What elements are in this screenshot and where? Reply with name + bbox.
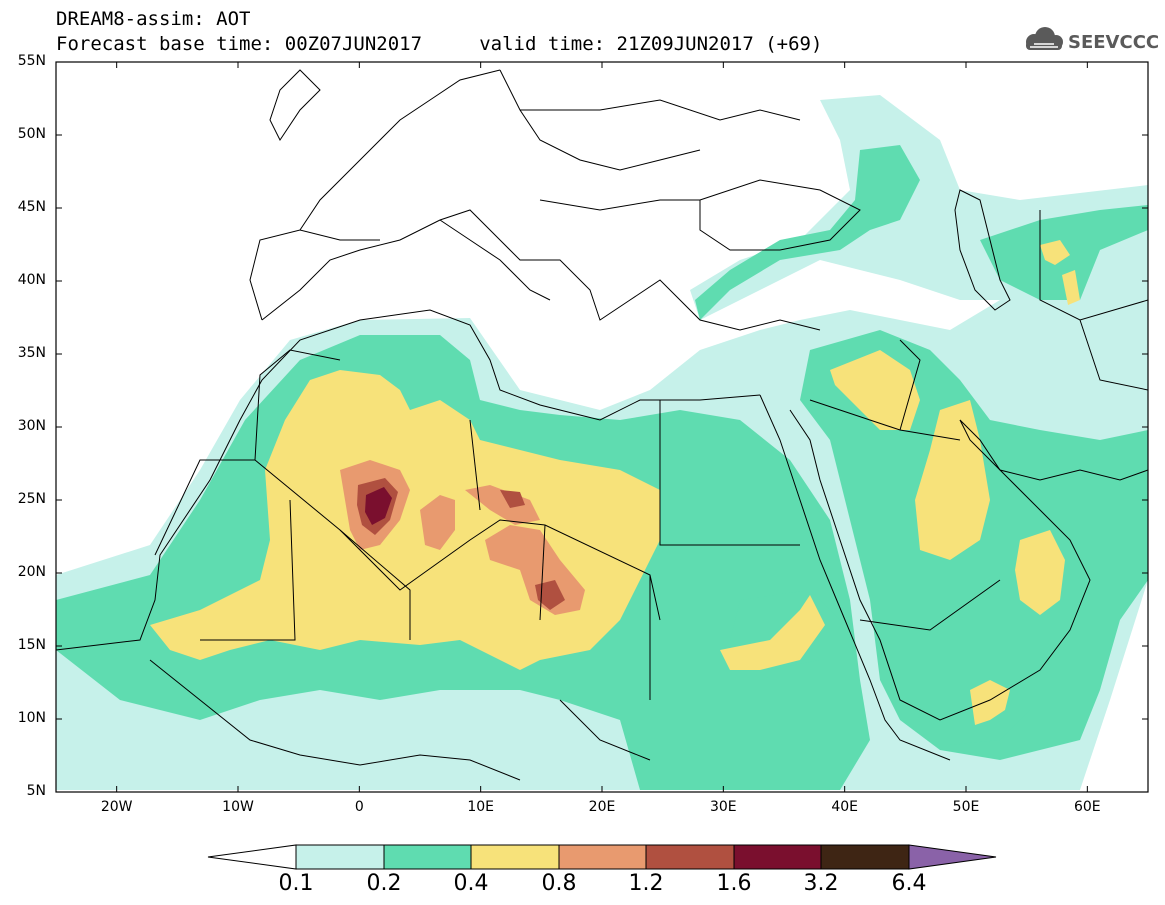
lon-label: 10W: [222, 799, 254, 815]
lat-label: 35N: [17, 345, 46, 361]
colorbar-label: 0.8: [541, 871, 577, 896]
lon-label: 10E: [467, 799, 494, 815]
colorbar-label: 0.4: [453, 871, 489, 896]
lon-label: 50E: [952, 799, 980, 815]
lat-label: 25N: [17, 491, 46, 507]
colorbar-label: 1.6: [716, 871, 752, 896]
colorbar-swatch-0.4: [470, 844, 560, 870]
colorbar-label: 6.4: [891, 871, 927, 896]
map-title: DREAM8-assim: AOT: [56, 8, 251, 30]
cloud-icon: [1026, 27, 1063, 50]
colorbar-label: 0.1: [278, 871, 314, 896]
colorbar-swatch-1.2: [645, 844, 735, 870]
lat-label: 45N: [17, 199, 46, 215]
colorbar-label: 3.2: [803, 871, 839, 896]
colorbar-label: 0.2: [366, 871, 402, 896]
lat-label: 10N: [17, 710, 46, 726]
colorbar-swatch-0.1: [295, 844, 385, 870]
lat-label: 55N: [17, 53, 46, 69]
coastlines: [56, 69, 1148, 781]
colorbar: [207, 844, 997, 870]
colorbar-swatch-1.6: [733, 844, 822, 870]
colorbar-swatch-3.2: [820, 844, 910, 870]
lon-label: 20W: [100, 799, 133, 815]
lon-label: 30E: [709, 799, 737, 815]
lat-label: 40N: [17, 272, 46, 288]
lon-label: 40E: [831, 799, 858, 815]
colorbar-label: 1.2: [628, 871, 664, 896]
colorbar-swatch-0.8: [558, 844, 647, 870]
axis-ticks: [56, 61, 1148, 793]
forecast-times: Forecast base time: 00Z07JUN2017 valid t…: [56, 33, 823, 55]
lat-label: 20N: [17, 564, 46, 580]
colorbar-swatch-6.4: [908, 844, 997, 870]
aot-field: [56, 95, 1148, 790]
lat-label: 5N: [26, 783, 46, 799]
lon-label: 0: [354, 799, 364, 815]
lon-label: 60E: [1073, 799, 1101, 815]
logo-text: SEEVCCC: [1068, 32, 1160, 53]
colorbar-swatch-0.2: [383, 844, 472, 870]
lat-label: 50N: [17, 126, 46, 142]
lat-label: 15N: [17, 637, 46, 653]
lon-label: 20E: [588, 799, 616, 815]
lat-label: 30N: [17, 418, 46, 434]
